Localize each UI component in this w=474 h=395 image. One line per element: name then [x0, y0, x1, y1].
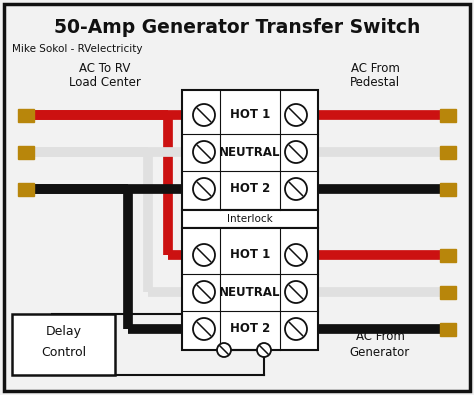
- Text: Generator: Generator: [350, 346, 410, 359]
- Circle shape: [193, 318, 215, 340]
- Bar: [18, 145, 34, 158]
- Text: Load Center: Load Center: [69, 76, 141, 89]
- Circle shape: [217, 343, 231, 357]
- Bar: [18, 109, 34, 122]
- Bar: [440, 322, 456, 335]
- Circle shape: [285, 318, 307, 340]
- Text: Pedestal: Pedestal: [350, 76, 400, 89]
- Bar: [440, 145, 456, 158]
- Circle shape: [193, 244, 215, 266]
- Text: AC From: AC From: [356, 330, 404, 343]
- Bar: [440, 109, 456, 122]
- Circle shape: [285, 178, 307, 200]
- Text: Control: Control: [41, 346, 86, 359]
- Bar: [182, 90, 318, 210]
- Circle shape: [285, 104, 307, 126]
- Text: AC To RV: AC To RV: [79, 62, 131, 75]
- Circle shape: [257, 343, 271, 357]
- Circle shape: [285, 281, 307, 303]
- Bar: [440, 182, 456, 196]
- Circle shape: [193, 104, 215, 126]
- Text: Mike Sokol - RVelectricity: Mike Sokol - RVelectricity: [12, 44, 143, 54]
- Circle shape: [285, 244, 307, 266]
- Text: NEUTRAL: NEUTRAL: [219, 286, 281, 299]
- Bar: [12, 314, 115, 375]
- Bar: [182, 210, 318, 228]
- Bar: [182, 228, 318, 350]
- Text: HOT 2: HOT 2: [230, 322, 270, 335]
- Text: 50-Amp Generator Transfer Switch: 50-Amp Generator Transfer Switch: [54, 18, 420, 37]
- Circle shape: [193, 178, 215, 200]
- Text: HOT 1: HOT 1: [230, 248, 270, 261]
- Bar: [182, 90, 318, 210]
- Circle shape: [193, 141, 215, 163]
- Text: HOT 2: HOT 2: [230, 182, 270, 196]
- Text: NEUTRAL: NEUTRAL: [219, 145, 281, 158]
- Circle shape: [193, 281, 215, 303]
- Bar: [440, 248, 456, 261]
- Bar: [440, 286, 456, 299]
- Bar: [18, 182, 34, 196]
- Text: Interlock: Interlock: [227, 214, 273, 224]
- Bar: [182, 228, 318, 350]
- Text: HOT 1: HOT 1: [230, 109, 270, 122]
- Text: AC From: AC From: [351, 62, 400, 75]
- Circle shape: [285, 141, 307, 163]
- Bar: [182, 210, 318, 228]
- Text: Delay: Delay: [46, 325, 82, 339]
